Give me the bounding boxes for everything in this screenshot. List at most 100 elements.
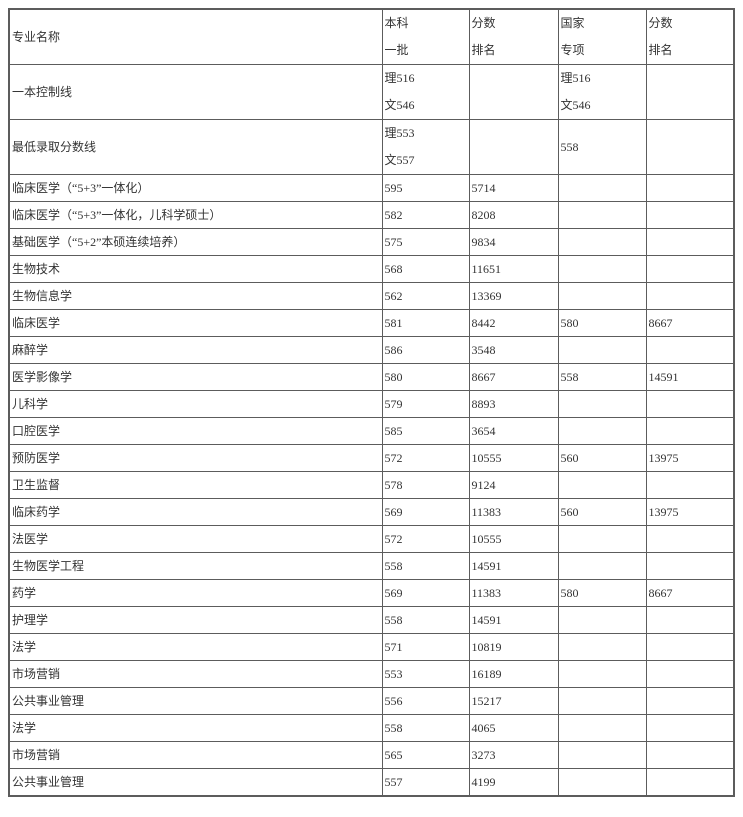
score-cell [557, 633, 647, 661]
score-cell [645, 119, 735, 175]
cell-line: 一批 [384, 43, 409, 57]
score-cell [557, 390, 647, 418]
table-row: 卫生监督 578 9124 [8, 471, 735, 499]
score-cell [557, 741, 647, 769]
score-cell: 580 [557, 309, 647, 337]
score-cell: 558 [381, 606, 470, 634]
score-cell [557, 687, 647, 715]
table-row: 法学 558 4065 [8, 714, 735, 742]
major-name-cell: 生物信息学 [8, 282, 383, 310]
score-cell [645, 282, 735, 310]
score-cell: 16189 [468, 660, 559, 688]
major-name-cell: 最低录取分数线 [8, 119, 383, 175]
table-row: 临床医学 581 8442 580 8667 [8, 309, 735, 337]
score-cell [645, 714, 735, 742]
major-name-cell: 儿科学 [8, 390, 383, 418]
major-name-cell: 公共事业管理 [8, 687, 383, 715]
table-row: 公共事业管理 556 15217 [8, 687, 735, 715]
score-cell [557, 201, 647, 229]
score-cell: 571 [381, 633, 470, 661]
cell-line: 排名 [648, 43, 673, 57]
table-row: 临床药学 569 11383 560 13975 [8, 498, 735, 526]
score-cell: 557 [381, 768, 470, 797]
score-cell [645, 741, 735, 769]
table-row: 法学 571 10819 [8, 633, 735, 661]
cell-line: 分数 [648, 16, 673, 30]
score-cell: 11383 [468, 498, 559, 526]
table-header: 专业名称 本科 一批 分数 排名 国家 专项 分数 排名 [8, 8, 735, 65]
score-cell: 3273 [468, 741, 559, 769]
score-cell: 8442 [468, 309, 559, 337]
major-name-cell: 口腔医学 [8, 417, 383, 445]
table-row: 市场营销 553 16189 [8, 660, 735, 688]
score-cell [645, 633, 735, 661]
score-cell [557, 714, 647, 742]
score-cell: 568 [381, 255, 470, 283]
major-name-cell: 市场营销 [8, 660, 383, 688]
score-cell [557, 255, 647, 283]
score-cell: 8893 [468, 390, 559, 418]
score-cell: 565 [381, 741, 470, 769]
score-cell [645, 390, 735, 418]
column-header: 国家 专项 [557, 8, 647, 65]
score-cell: 理516 文546 [557, 64, 647, 120]
table-row: 基础医学（“5+2”本硕连续培养） 575 9834 [8, 228, 735, 256]
score-cell: 558 [381, 552, 470, 580]
cell-line: 理516 [384, 71, 415, 85]
score-cell: 585 [381, 417, 470, 445]
score-cell: 560 [557, 498, 647, 526]
column-header: 专业名称 [8, 8, 383, 65]
column-header: 本科 一批 [381, 8, 470, 65]
score-cell: 4065 [468, 714, 559, 742]
table-row: 市场营销 565 3273 [8, 741, 735, 769]
major-name-cell: 医学影像学 [8, 363, 383, 391]
table-row: 医学影像学 580 8667 558 14591 [8, 363, 735, 391]
major-name-cell: 临床医学（“5+3”一体化） [8, 174, 383, 202]
score-cell [645, 471, 735, 499]
score-cell [645, 417, 735, 445]
score-cell: 11651 [468, 255, 559, 283]
score-cell: 9834 [468, 228, 559, 256]
major-name-cell: 公共事业管理 [8, 768, 383, 797]
table-row: 法医学 572 10555 [8, 525, 735, 553]
table-row: 公共事业管理 557 4199 [8, 768, 735, 797]
score-cell: 586 [381, 336, 470, 364]
score-cell [645, 768, 735, 797]
score-cell [468, 119, 559, 175]
major-name-cell: 法学 [8, 714, 383, 742]
table-row: 生物信息学 562 13369 [8, 282, 735, 310]
table-row: 最低录取分数线 理553 文557 558 [8, 119, 735, 175]
major-name-cell: 卫生监督 [8, 471, 383, 499]
cell-line: 分数 [471, 16, 496, 30]
score-cell: 582 [381, 201, 470, 229]
score-cell: 5714 [468, 174, 559, 202]
score-cell [557, 606, 647, 634]
score-cell: 8667 [645, 309, 735, 337]
major-name-cell: 药学 [8, 579, 383, 607]
score-cell [645, 64, 735, 120]
cell-line: 文546 [384, 98, 415, 112]
table-row: 预防医学 572 10555 560 13975 [8, 444, 735, 472]
table-row: 生物技术 568 11651 [8, 255, 735, 283]
score-cell [645, 687, 735, 715]
score-cell [468, 64, 559, 120]
header-row: 专业名称 本科 一批 分数 排名 国家 专项 分数 排名 [8, 8, 735, 65]
major-name-cell: 基础医学（“5+2”本硕连续培养） [8, 228, 383, 256]
table-row: 药学 569 11383 580 8667 [8, 579, 735, 607]
cell-line: 本科 [384, 16, 409, 30]
score-cell [557, 228, 647, 256]
score-cell: 580 [557, 579, 647, 607]
table-row: 生物医学工程 558 14591 [8, 552, 735, 580]
score-cell: 558 [557, 363, 647, 391]
score-cell [645, 255, 735, 283]
score-cell: 579 [381, 390, 470, 418]
score-cell: 595 [381, 174, 470, 202]
score-cell [645, 525, 735, 553]
score-cell: 10555 [468, 444, 559, 472]
major-name-cell: 生物医学工程 [8, 552, 383, 580]
score-cell: 558 [381, 714, 470, 742]
admission-score-table: 专业名称 本科 一批 分数 排名 国家 专项 分数 排名 一本控制线 理516 文546 理516 文5… [8, 8, 735, 797]
score-cell: 575 [381, 228, 470, 256]
score-cell: 14591 [645, 363, 735, 391]
